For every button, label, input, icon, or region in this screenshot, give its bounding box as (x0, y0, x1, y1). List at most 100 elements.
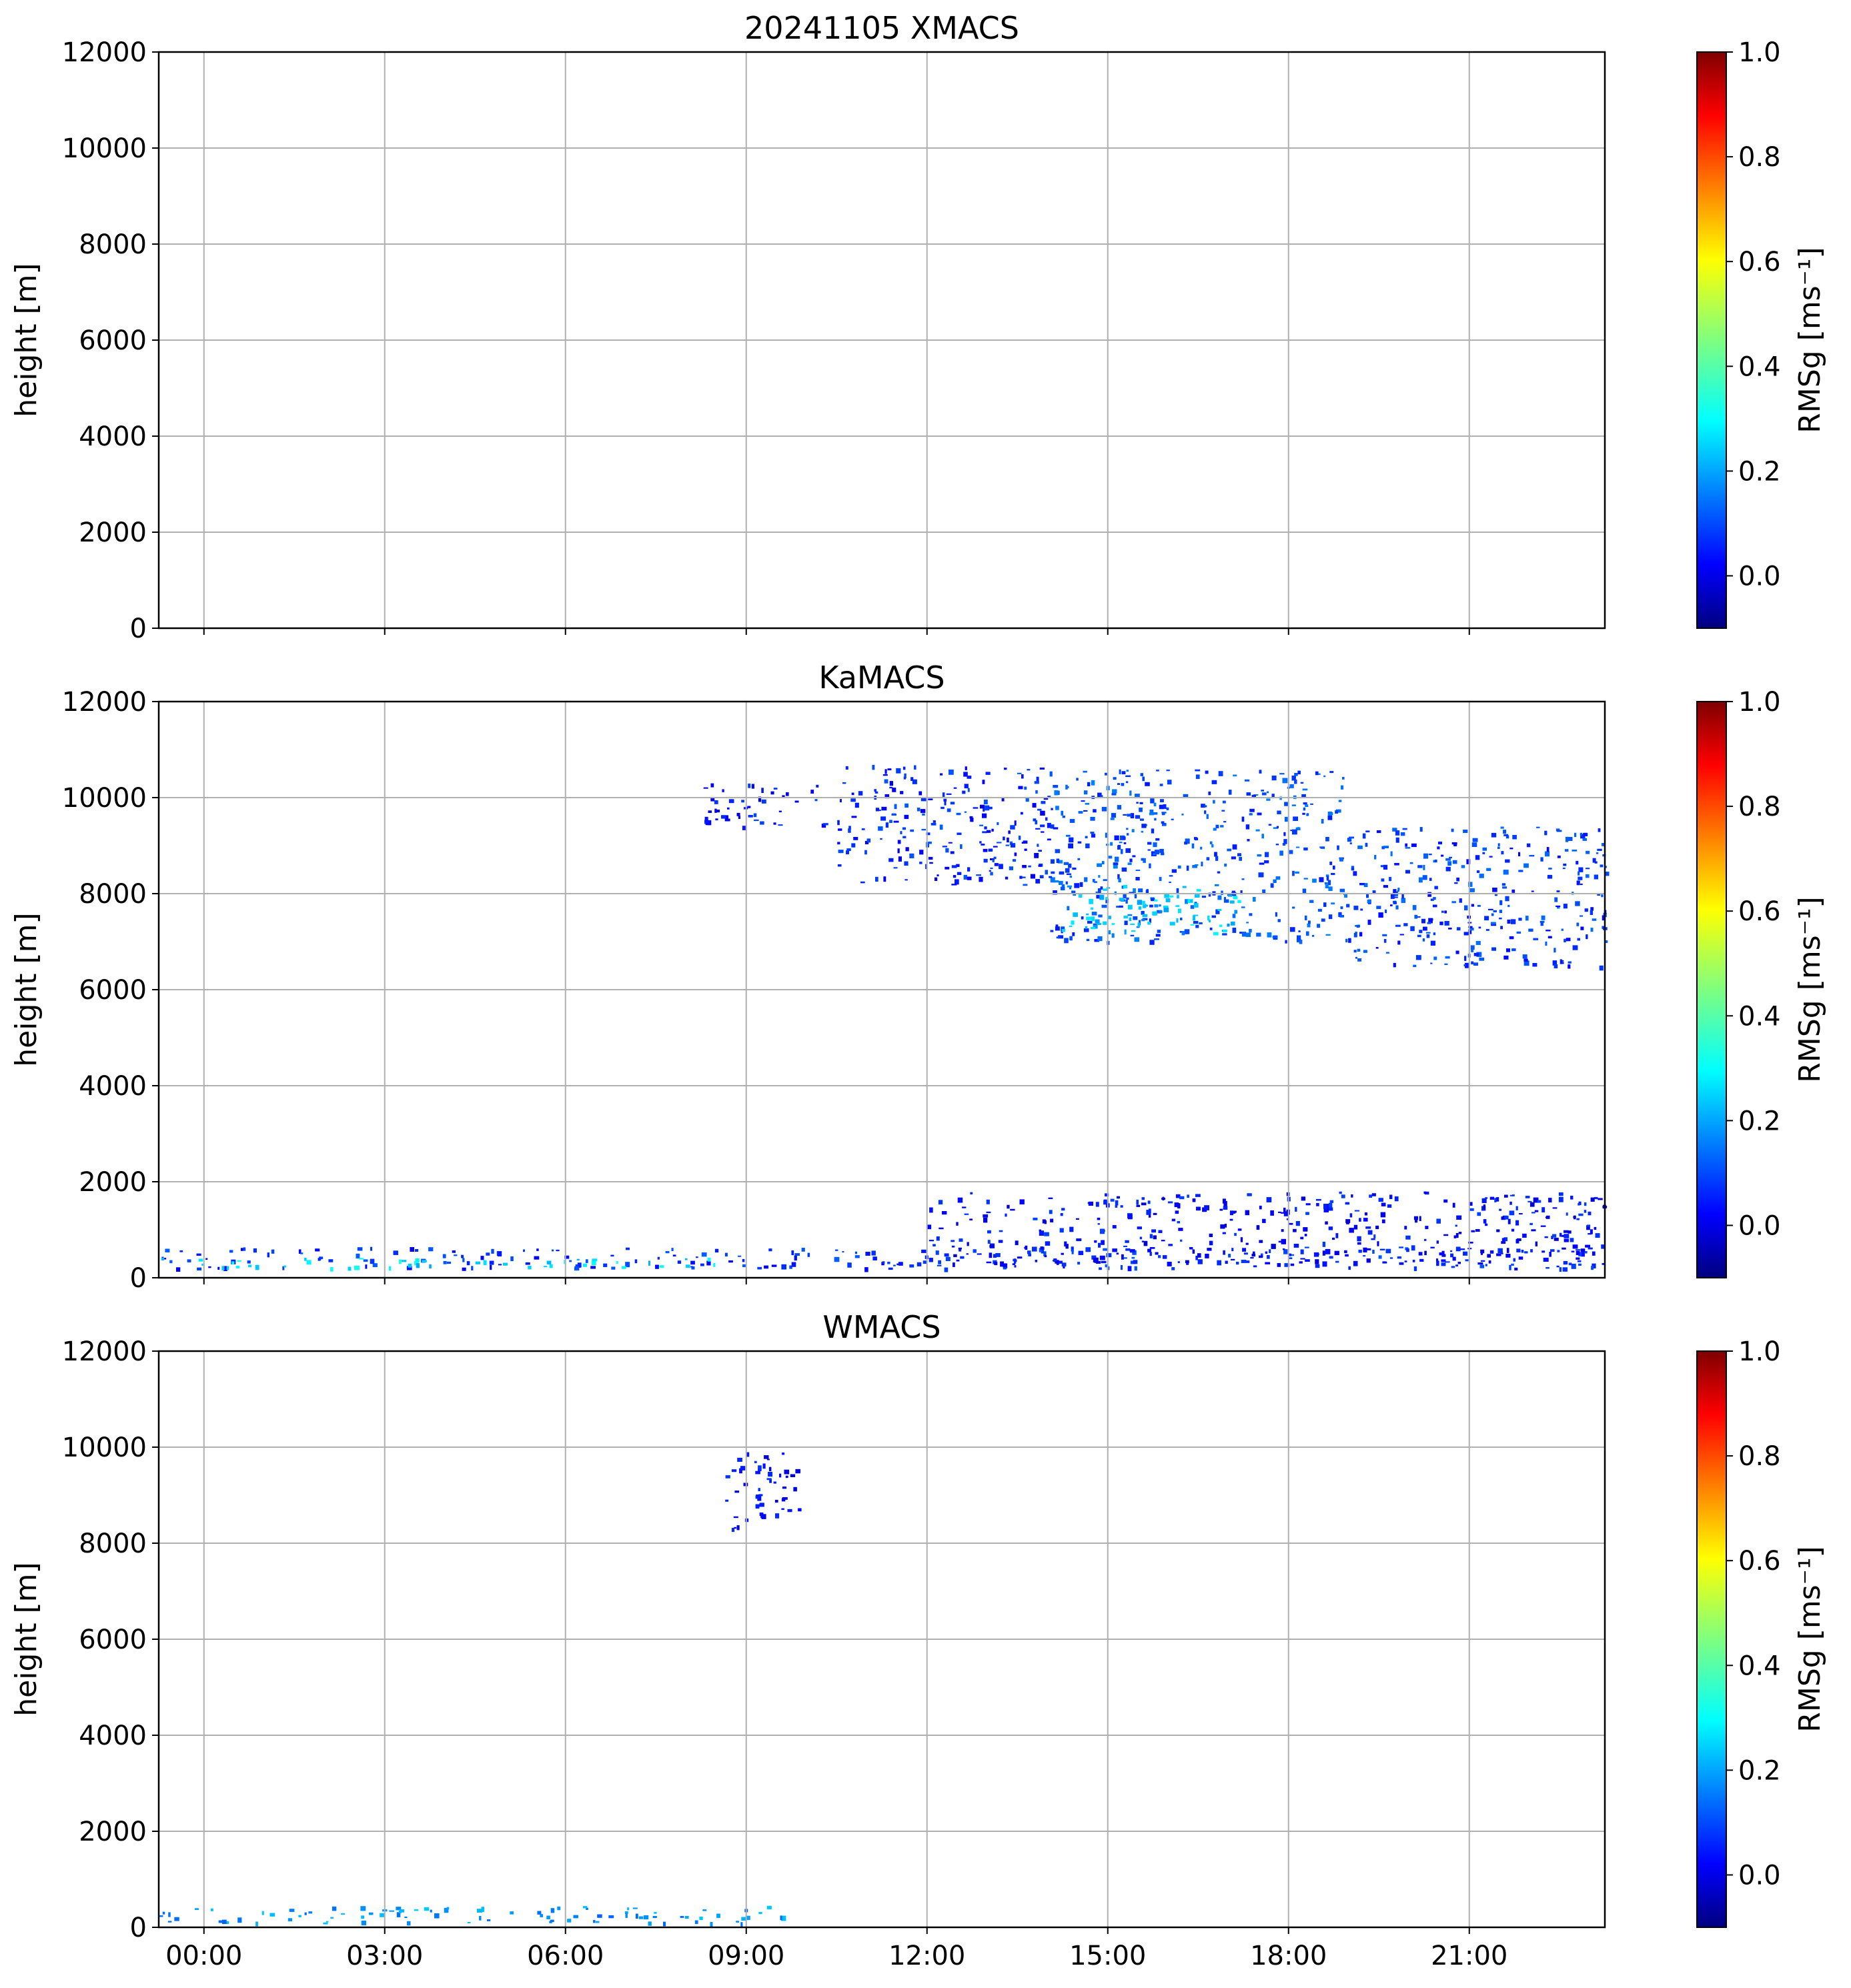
echo-pixel (964, 1213, 969, 1215)
echo-pixel (481, 1907, 485, 1912)
echo-pixel (838, 828, 842, 831)
echo-pixel (1477, 1212, 1481, 1216)
echo-pixel (740, 1466, 746, 1470)
echo-pixel (1145, 890, 1149, 895)
echo-pixel (1259, 1255, 1263, 1258)
echo-pixel (1049, 771, 1053, 777)
echo-pixel (1077, 858, 1081, 860)
colorbar-tick-label: 1.0 (1738, 687, 1781, 718)
echo-pixel (1282, 778, 1288, 784)
echo-pixel (1576, 1257, 1580, 1260)
echo-pixel (1380, 865, 1385, 868)
echo-pixel (407, 1921, 411, 1926)
echo-pixel (1032, 803, 1037, 808)
echo-pixel (704, 816, 708, 822)
echo-pixel (1159, 910, 1163, 913)
echo-pixel (1284, 816, 1288, 822)
echo-pixel (1430, 962, 1433, 964)
echo-pixel (1177, 1261, 1180, 1263)
echo-pixel (1601, 894, 1604, 898)
echo-pixel (1390, 904, 1393, 906)
echo-pixel (1158, 1230, 1163, 1233)
echo-pixel (1167, 780, 1172, 785)
echo-pixel (1233, 774, 1237, 777)
echo-pixel (1412, 905, 1417, 910)
echo-pixel (1039, 1248, 1042, 1252)
echo-pixel (1234, 910, 1238, 914)
echo-pixel (902, 827, 906, 830)
echo-pixel (748, 783, 751, 788)
echo-pixel (1415, 916, 1421, 918)
echo-pixel (1376, 830, 1381, 834)
echo-pixel (1365, 830, 1370, 833)
echo-pixel (1035, 828, 1041, 830)
echo-pixel (1298, 930, 1301, 932)
echo-pixel (1275, 844, 1279, 846)
echo-pixel (1550, 1249, 1555, 1252)
echo-pixel (994, 1262, 998, 1266)
echo-pixel (1065, 1244, 1069, 1249)
echo-pixel (1094, 1240, 1097, 1243)
echo-pixel (884, 794, 890, 799)
echo-pixel (1556, 890, 1560, 892)
echo-pixel (1151, 828, 1155, 834)
echo-pixel (1087, 782, 1091, 786)
echo-region (161, 1246, 1605, 1272)
echo-pixel (1143, 858, 1146, 863)
echo-pixel (1073, 912, 1078, 917)
echo-pixel (1069, 837, 1074, 843)
echo-pixel (1604, 940, 1608, 943)
echo-pixel (1499, 1208, 1501, 1211)
echo-pixel (414, 1260, 419, 1266)
echo-pixel (1464, 956, 1467, 961)
echo-pixel (1293, 816, 1298, 821)
echo-pixel (1505, 1254, 1511, 1258)
echo-pixel (1077, 1262, 1081, 1265)
echo-pixel (176, 1267, 181, 1272)
echo-pixel (1204, 805, 1207, 808)
echo-pixel (1223, 1250, 1225, 1255)
y-axis-label: height [m] (9, 1562, 43, 1716)
echo-pixel (950, 851, 955, 854)
echo-pixel (847, 1262, 852, 1268)
echo-pixel (1357, 958, 1362, 962)
echo-pixel (1245, 1242, 1249, 1245)
echo-pixel (966, 1253, 969, 1255)
echo-pixel (1499, 910, 1502, 914)
echo-pixel (1175, 1210, 1179, 1214)
echo-pixel (1303, 807, 1306, 811)
echo-pixel (734, 1490, 740, 1493)
echo-pixel (1045, 870, 1048, 875)
echo-pixel (760, 821, 764, 825)
echo-pixel (838, 850, 844, 854)
echo-pixel (1405, 847, 1411, 849)
echo-pixel (1233, 896, 1238, 900)
echo-pixel (991, 828, 994, 832)
echo-pixel (1223, 821, 1227, 823)
echo-pixel (759, 1503, 764, 1507)
echo-pixel (1135, 794, 1140, 798)
echo-pixel (1545, 941, 1548, 946)
echo-pixel (1294, 773, 1298, 776)
echo-pixel (1129, 790, 1132, 796)
echo-pixel (1578, 867, 1584, 872)
echo-pixel (1149, 1252, 1152, 1256)
echo-pixel (1282, 843, 1286, 846)
echo-pixel (936, 1236, 940, 1241)
echo-pixel (1564, 1234, 1570, 1238)
echo-pixel (993, 846, 998, 848)
echo-pixel (979, 876, 983, 882)
echo-pixel (443, 1260, 447, 1264)
echo-pixel (747, 806, 751, 808)
echo-pixel (1335, 1260, 1339, 1263)
x-tick-label: 15:00 (1069, 1941, 1146, 1971)
y-tick-label: 0 (130, 614, 147, 644)
echo-pixel (1561, 928, 1564, 931)
echo-pixel (1076, 778, 1079, 781)
echo-pixel (1281, 1212, 1286, 1214)
echo-pixel (430, 1909, 432, 1913)
echo-pixel (746, 1452, 750, 1457)
echo-pixel (1167, 1262, 1172, 1266)
colorbar-scale (1696, 51, 1727, 629)
echo-pixel (898, 856, 902, 862)
